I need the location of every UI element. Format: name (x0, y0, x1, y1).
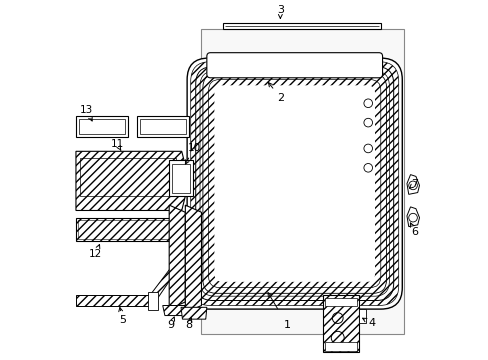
Text: 11: 11 (110, 139, 123, 149)
FancyBboxPatch shape (187, 58, 402, 309)
Text: 6: 6 (410, 227, 418, 237)
FancyBboxPatch shape (208, 80, 380, 288)
Bar (137, 116, 188, 137)
Text: 1: 1 (284, 320, 290, 330)
Polygon shape (76, 295, 153, 306)
Bar (359, 309, 365, 323)
Bar (80, 158, 176, 196)
Bar (171, 164, 190, 193)
Bar (147, 292, 158, 310)
Polygon shape (163, 306, 190, 316)
Polygon shape (406, 207, 419, 226)
Polygon shape (149, 232, 198, 306)
Text: 7: 7 (410, 179, 418, 189)
Bar (76, 116, 128, 137)
Polygon shape (76, 218, 176, 241)
FancyBboxPatch shape (195, 67, 393, 301)
Text: 4: 4 (367, 319, 375, 328)
Text: 3: 3 (276, 5, 283, 15)
Text: 12: 12 (89, 248, 102, 258)
Bar (325, 298, 357, 306)
Bar (140, 119, 185, 134)
Polygon shape (185, 205, 201, 313)
Bar (169, 160, 192, 196)
Text: 13: 13 (80, 105, 93, 115)
Bar (223, 23, 380, 30)
Polygon shape (76, 151, 185, 211)
Bar (78, 220, 174, 239)
Bar (79, 119, 125, 134)
Bar (323, 295, 359, 352)
Text: 2: 2 (276, 93, 284, 103)
Bar (325, 342, 357, 351)
Text: 10: 10 (187, 143, 201, 153)
FancyBboxPatch shape (203, 74, 386, 293)
FancyBboxPatch shape (206, 53, 382, 78)
Polygon shape (169, 205, 185, 309)
Text: 8: 8 (185, 320, 192, 330)
Polygon shape (406, 175, 419, 194)
Bar (201, 30, 403, 334)
FancyBboxPatch shape (214, 85, 374, 282)
Polygon shape (181, 307, 206, 319)
Text: 5: 5 (119, 315, 126, 325)
Text: 9: 9 (167, 320, 174, 330)
